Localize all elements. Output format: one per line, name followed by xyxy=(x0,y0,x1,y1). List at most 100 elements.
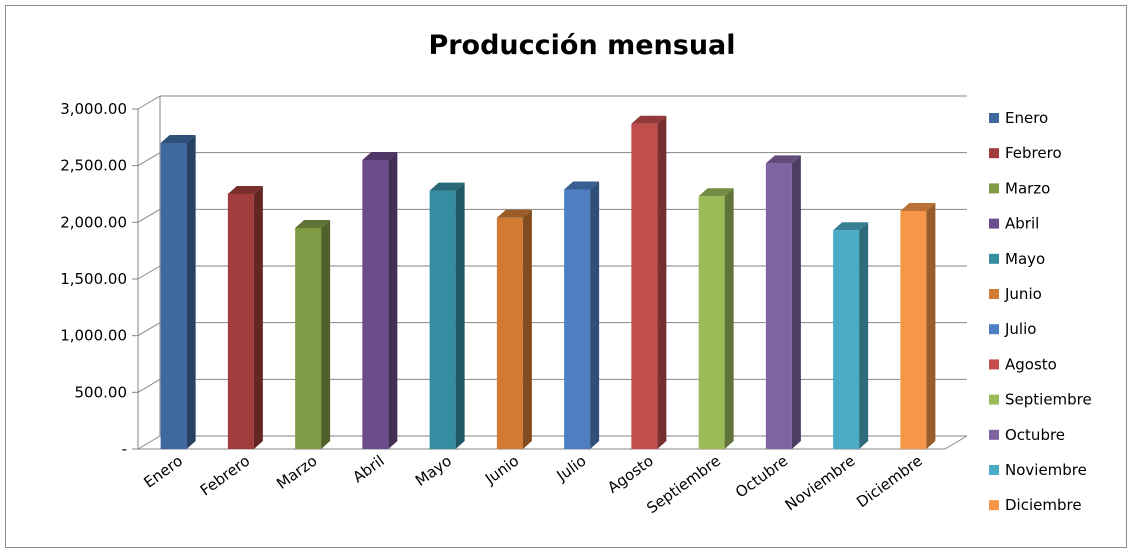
bar-abril xyxy=(362,152,398,449)
bar-front xyxy=(429,190,456,449)
legend-label: Octubre xyxy=(1005,426,1065,444)
bar-front xyxy=(227,194,254,449)
gridline-side xyxy=(137,152,161,167)
legend-item: Julio xyxy=(989,320,1036,338)
legend-item: Abril xyxy=(989,215,1039,233)
y-tick-label: 2,000.00 xyxy=(60,213,127,231)
bar-front xyxy=(900,211,927,449)
y-axis-ticks: - 500.00 1,000.00 1,500.00 2,000.00 2,500.00 3… xyxy=(60,100,138,458)
legend-swatch xyxy=(989,465,999,475)
legend-label: Marzo xyxy=(1005,179,1050,197)
bar-top xyxy=(833,222,869,231)
legend-label: Agosto xyxy=(1005,355,1057,373)
gridline-side xyxy=(137,208,161,223)
bar-front xyxy=(295,228,322,449)
y-tick-label: 1,500.00 xyxy=(60,270,127,288)
bar-front xyxy=(160,143,187,449)
bar-top xyxy=(362,152,398,160)
bar-top xyxy=(564,181,600,190)
legend-swatch xyxy=(989,113,999,123)
bar-marzo xyxy=(295,220,331,449)
legend-item: Diciembre xyxy=(989,496,1082,514)
legend-swatch xyxy=(989,500,999,511)
chart-frame: Producción mensual - 500.00 1,000.00 1,500.… xyxy=(5,5,1127,548)
bar-top xyxy=(631,115,667,124)
legend-swatch xyxy=(989,218,999,229)
legend-item: Agosto xyxy=(989,355,1057,373)
bar-front xyxy=(496,217,523,449)
x-tick-label: Agosto xyxy=(604,452,657,497)
bar-side xyxy=(926,203,936,449)
x-tick-label: Octubre xyxy=(732,452,791,502)
legend-item: Febrero xyxy=(989,144,1062,162)
x-axis-ticks: Enero Febrero Marzo Abril Mayo Junio Julio Agos… xyxy=(140,452,925,518)
bar-side xyxy=(724,188,734,449)
legend-label: Julio xyxy=(1004,320,1036,338)
bars xyxy=(160,115,936,449)
bar-top xyxy=(698,188,734,197)
legend-item: Enero xyxy=(989,109,1048,127)
bar-diciembre xyxy=(900,203,936,449)
bar-side xyxy=(657,115,667,449)
x-tick-label: Abril xyxy=(349,452,387,487)
bar-side xyxy=(590,181,600,449)
bar-front xyxy=(765,163,792,449)
y-tick-label: - xyxy=(122,440,127,458)
legend-item: Septiembre xyxy=(989,391,1092,409)
legend: Enero Febrero Marzo Abril Mayo Junio Julio Agos… xyxy=(989,109,1092,514)
bar-side xyxy=(388,152,398,449)
bar-octubre xyxy=(765,155,801,449)
legend-label: Abril xyxy=(1005,215,1039,233)
chart-svg: Producción mensual - 500.00 1,000.00 1,500.… xyxy=(60,30,1092,518)
legend-swatch xyxy=(989,148,999,159)
legend-item: Octubre xyxy=(989,426,1065,444)
bar-front xyxy=(698,196,725,449)
legend-label: Mayo xyxy=(1005,250,1045,268)
bar-febrero xyxy=(227,186,263,449)
bar-julio xyxy=(564,181,600,449)
bar-side xyxy=(455,182,465,449)
bar-top xyxy=(295,220,331,228)
bar-side xyxy=(253,186,263,449)
x-tick-label: Septiembre xyxy=(643,452,724,518)
bar-front xyxy=(564,189,591,449)
y-tick-label: 3,000.00 xyxy=(60,100,127,118)
x-tick-label: Enero xyxy=(140,452,186,492)
legend-swatch xyxy=(989,359,999,370)
bar-top xyxy=(160,135,196,143)
x-tick-label: Junio xyxy=(481,452,522,489)
bar-top xyxy=(765,155,801,164)
legend-swatch xyxy=(989,289,999,299)
y-tick-label: 2,500.00 xyxy=(60,157,127,175)
gridline-side xyxy=(137,322,161,337)
gridline-side xyxy=(137,95,161,110)
floor-right-edge xyxy=(944,435,968,450)
legend-label: Noviembre xyxy=(1005,461,1087,479)
legend-swatch xyxy=(989,324,999,335)
legend-item: Noviembre xyxy=(989,461,1087,479)
bar-top xyxy=(429,182,465,191)
x-tick-label: Marzo xyxy=(273,452,320,493)
gridline-side xyxy=(137,378,161,393)
x-tick-label: Mayo xyxy=(412,452,455,490)
legend-item: Junio xyxy=(989,285,1042,303)
bar-side xyxy=(186,135,196,449)
legend-item: Mayo xyxy=(989,250,1045,268)
bar-side xyxy=(321,220,331,449)
bar-top xyxy=(496,209,532,218)
legend-label: Febrero xyxy=(1005,144,1062,162)
bar-junio xyxy=(496,209,532,449)
bar-septiembre xyxy=(698,188,734,449)
bar-top xyxy=(227,186,263,194)
bar-mayo xyxy=(429,182,465,449)
bar-noviembre xyxy=(833,222,869,449)
x-tick-label: Noviembre xyxy=(782,452,859,515)
x-tick-label: Diciembre xyxy=(853,452,926,512)
bar-side xyxy=(791,155,801,449)
legend-label: Diciembre xyxy=(1005,496,1082,514)
legend-label: Junio xyxy=(1004,285,1042,303)
bar-front xyxy=(631,123,658,449)
legend-label: Enero xyxy=(1005,109,1048,127)
chart-title: Producción mensual xyxy=(428,30,735,61)
x-tick-label: Febrero xyxy=(197,452,253,500)
